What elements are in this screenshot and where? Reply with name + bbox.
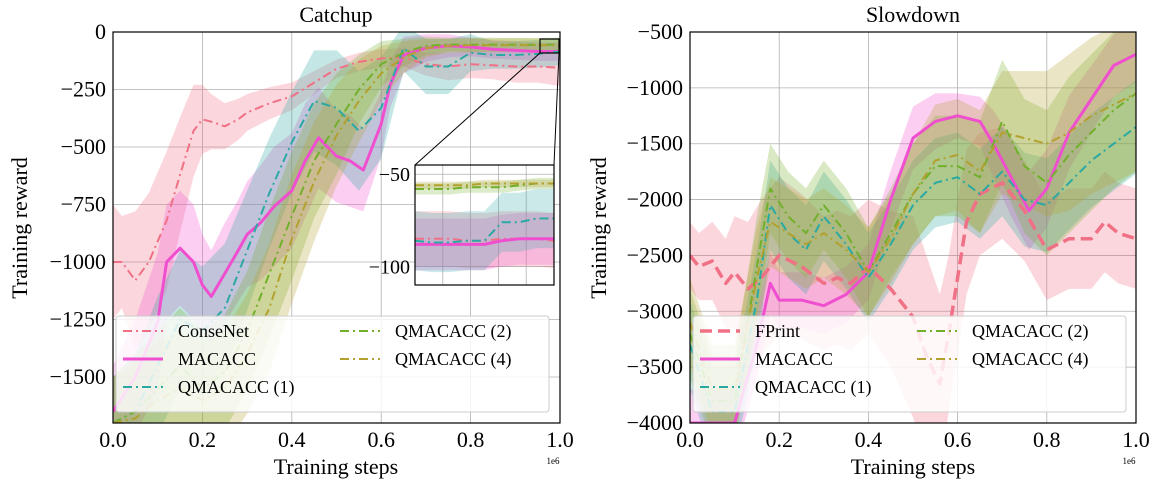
inset-grid [415, 165, 554, 285]
legend-box [692, 315, 1127, 413]
y-tick-label: −500 [638, 19, 683, 44]
y-tick-label: −1000 [627, 75, 683, 100]
series-band [113, 48, 560, 350]
zoom-inset: −50 −100 [369, 38, 560, 286]
y-tick-label: −3000 [627, 298, 683, 323]
x-tick-labels: 0.0 0.2 0.4 0.6 0.8 1.0 [676, 427, 1150, 452]
x-tick-label: 0.8 [457, 427, 485, 452]
x-tick-label: 0.2 [189, 427, 217, 452]
legend: ConseNet MACACC QMACACC (1) QMACACC (2) QMAC… [115, 315, 550, 413]
y-tick-label: −2000 [627, 187, 683, 212]
y-tick-label: −1250 [50, 307, 106, 332]
legend-label: QMACACC (1) [755, 377, 872, 398]
x-tick-label: 0.6 [367, 427, 395, 452]
x-tick-label: 0.0 [99, 427, 127, 452]
legend-label: ConseNet [178, 321, 249, 341]
inset-band [415, 177, 554, 195]
legend-label: QMACACC (2) [972, 321, 1089, 342]
inset-y-tick-label: −100 [369, 257, 410, 279]
y-axis-label: Training reward [586, 157, 611, 299]
y-tick-label: −4000 [627, 410, 683, 435]
legend-label: MACACC [178, 349, 256, 369]
x-tick-label: 0.2 [765, 427, 793, 452]
series-band [690, 32, 1136, 423]
y-tick-label: 0 [95, 19, 106, 44]
series-line [690, 92, 1136, 391]
y-tick-labels: −500 −1000 −1500 −2000 −2500 −3000 −3500 −4000 [627, 19, 683, 435]
x-tick-label: 1.0 [1122, 427, 1150, 452]
legend-label: QMACACC (4) [395, 349, 512, 370]
series-line [690, 52, 1136, 423]
inset-band [415, 179, 554, 189]
inset-line [415, 217, 554, 244]
chart-slowdown: Slowdown −500 −1000 −1500 −2000 −2500 −3000 −3… [586, 2, 1150, 479]
y-tick-labels: 0 −250 −500 −750 −1000 −1250 −1500 [50, 19, 106, 389]
zoom-connector-left [414, 52, 541, 166]
inset-y-tick-label: −50 [379, 164, 410, 186]
legend: FPrint MACACC QMACACC (1) QMACACC (2) QMACAC… [692, 315, 1127, 413]
x-tick-labels: 0.0 0.2 0.4 0.6 0.8 1.0 [99, 427, 574, 452]
series-line [113, 56, 560, 282]
legend-label: QMACACC (1) [178, 377, 295, 398]
inset-frame [414, 164, 555, 286]
y-tick-label: −1500 [627, 131, 683, 156]
y-tick-label: −2500 [627, 242, 683, 267]
legend-label: FPrint [755, 321, 800, 341]
x-axis-label: Training steps [274, 454, 398, 479]
plot-frame [689, 31, 1137, 424]
legend-box [115, 315, 550, 413]
y-tick-label: −3500 [627, 354, 683, 379]
chart-catchup: Catchup 0 −250 −500 −750 −1000 −1250 −1500 0.0… [7, 2, 574, 479]
y-tick-label: −500 [61, 134, 106, 159]
series-band [690, 32, 1136, 423]
series-line [113, 44, 560, 423]
x-axis-label: Training steps [851, 454, 975, 479]
y-tick-label: −250 [61, 77, 106, 102]
legend-label: MACACC [755, 349, 833, 369]
inset-bands [415, 177, 554, 273]
legend-label: QMACACC (4) [972, 349, 1089, 370]
plot-frame [112, 31, 561, 424]
inset-lines [415, 182, 554, 246]
inset-line [415, 182, 554, 187]
y-axis-label: Training reward [7, 157, 32, 299]
inset-band [415, 189, 554, 273]
inset-y-tick-labels: −50 −100 [369, 164, 410, 278]
inset-line [415, 237, 554, 246]
y-tick-label: −1500 [50, 364, 106, 389]
x-tick-label: 0.4 [855, 427, 883, 452]
inset-band [415, 213, 554, 271]
y-tick-label: −1000 [50, 249, 106, 274]
x-scale-label: 1e6 [1123, 456, 1136, 466]
zoom-region-box [539, 38, 560, 54]
x-scale-label: 1e6 [547, 456, 560, 466]
chart-title: Slowdown [866, 2, 960, 27]
x-tick-label: 0.8 [1033, 427, 1061, 452]
legend-label: QMACACC (2) [395, 321, 512, 342]
y-tick-label: −750 [61, 192, 106, 217]
chart-title: Catchup [299, 2, 372, 27]
x-tick-label: 0.0 [676, 427, 704, 452]
series-line [690, 92, 1136, 402]
zoom-connector-right [553, 52, 560, 166]
x-tick-label: 1.0 [546, 427, 574, 452]
x-tick-label: 0.4 [278, 427, 306, 452]
x-tick-label: 0.6 [944, 427, 972, 452]
